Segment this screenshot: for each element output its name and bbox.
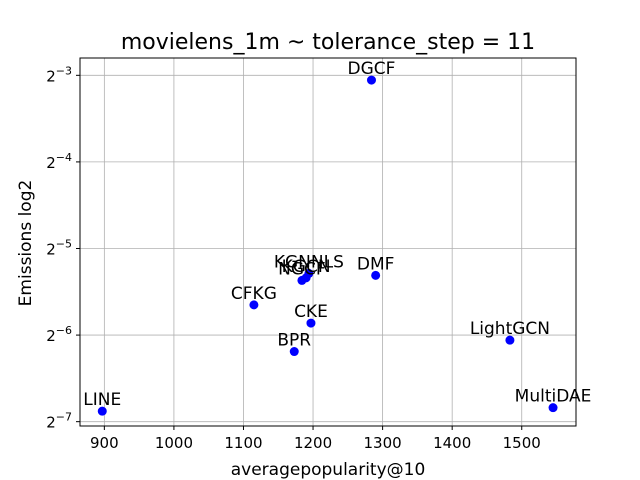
x-tick-label: 1000: [155, 434, 193, 452]
point-label-kgnnls: KGNNLS: [274, 252, 344, 272]
point-label-multidae: MultiDAE: [515, 387, 592, 407]
x-tick-label: 900: [90, 434, 119, 452]
data-point-dgcf: [366, 75, 376, 85]
plot-area-frame: [79, 57, 577, 427]
data-point-cfkg: [249, 300, 259, 310]
point-label-kgcn: KGCN: [282, 257, 331, 277]
y-axis-label: Emissions log2: [16, 180, 36, 307]
data-point-dmf: [371, 270, 381, 280]
grid-lines: [80, 58, 576, 426]
data-points: [97, 75, 558, 416]
x-tick-label: 1200: [294, 434, 332, 452]
point-label-ngcf: NGCF: [278, 259, 326, 279]
point-label-dgcf: DGCF: [348, 59, 396, 79]
data-point-bpr: [289, 347, 299, 357]
y-tick-label: 2−5: [46, 237, 72, 258]
x-tick-label: 1400: [433, 434, 471, 452]
point-label-cke: CKE: [294, 302, 328, 322]
y-tick-label: 2−3: [46, 64, 72, 85]
data-point-multidae: [548, 403, 558, 413]
x-tick-label: 1500: [503, 434, 541, 452]
data-point-ngcf: [297, 275, 307, 285]
axis-ticks: 900 1000 1100 1200 1300 1400 1500 2−3 2−4 2−5 2−6 2…: [46, 64, 541, 452]
point-label-bpr: BPR: [277, 331, 311, 351]
chart-title: movielens_1m ~ tolerance_step = 11: [121, 30, 535, 55]
y-tick-label: 2−7: [46, 411, 72, 432]
data-point-cke: [306, 318, 316, 328]
y-tick-label: 2−6: [46, 324, 72, 345]
point-label-lightgcn: LightGCN: [470, 319, 550, 339]
y-tick-label: 2−4: [46, 151, 72, 172]
x-tick-label: 1300: [364, 434, 402, 452]
point-label-dmf: DMF: [357, 254, 395, 274]
point-label-line: LINE: [83, 390, 121, 410]
data-point-lightgcn: [505, 335, 515, 345]
x-axis-label: averagepopularity@10: [231, 460, 426, 480]
x-tick-label: 1100: [224, 434, 262, 452]
data-point-line: [97, 406, 107, 416]
point-label-cfkg: CFKG: [231, 284, 277, 304]
